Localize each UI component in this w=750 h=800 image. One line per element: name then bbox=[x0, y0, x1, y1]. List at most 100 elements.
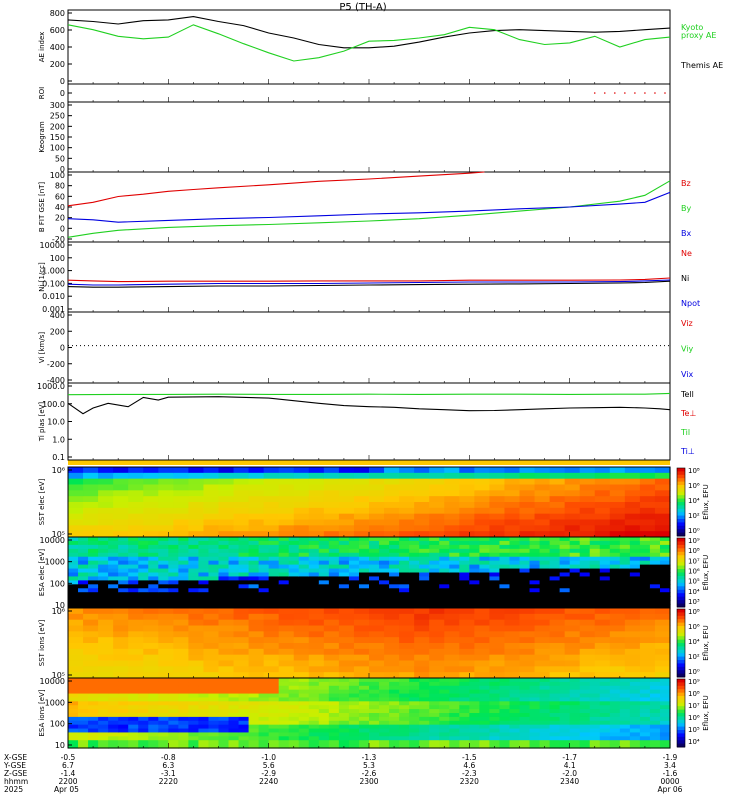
esa-i-cell bbox=[369, 728, 380, 734]
sst-i-cell bbox=[98, 625, 114, 632]
sst-e-cell bbox=[474, 507, 490, 515]
sst-e-cell bbox=[188, 502, 205, 509]
esa-e-cell bbox=[188, 564, 200, 570]
esa-i-cell bbox=[98, 728, 109, 734]
colorbar-cell bbox=[677, 579, 685, 584]
esa-e-cell bbox=[118, 596, 129, 601]
esa-e-cell bbox=[308, 544, 320, 550]
colorbar-cell bbox=[677, 508, 685, 513]
esa-i-cell bbox=[258, 728, 270, 734]
sst-e-cell bbox=[459, 472, 475, 480]
esa-i-cell bbox=[338, 685, 350, 691]
sst-i-cell bbox=[263, 648, 280, 656]
esa-i-cell bbox=[489, 693, 501, 699]
sst-e-cell bbox=[248, 490, 265, 497]
xaxis-row-label: Z-GSE bbox=[4, 769, 28, 778]
esa-i-cell bbox=[238, 678, 250, 683]
sst-i-cell bbox=[98, 648, 114, 656]
sst-e-cell bbox=[83, 502, 99, 509]
sst-i-cell bbox=[594, 625, 611, 632]
esa-i-cell bbox=[629, 736, 641, 741]
sst-e-cell bbox=[338, 496, 355, 503]
esa-e-cell bbox=[649, 540, 661, 546]
esa-i-cell bbox=[419, 744, 430, 749]
esa-e-cell bbox=[479, 568, 490, 574]
roi-point bbox=[634, 92, 636, 94]
sst-e-cell bbox=[263, 472, 280, 480]
esa-e-cell bbox=[218, 596, 230, 601]
sst-e-cell bbox=[143, 467, 159, 474]
sst-i-cell bbox=[278, 619, 295, 627]
esa-e-cell bbox=[639, 537, 651, 542]
sst-i-cell bbox=[369, 631, 385, 638]
esa-e-cell bbox=[439, 552, 450, 558]
esa-e-cell bbox=[78, 564, 89, 570]
sst-i-cell bbox=[233, 654, 250, 662]
esa-i-cell bbox=[549, 701, 561, 706]
esa-i-cell bbox=[288, 713, 300, 718]
sst-e-cell bbox=[549, 513, 566, 521]
sst-i-cell bbox=[384, 654, 400, 662]
esa-e-cell bbox=[238, 604, 250, 609]
esa-e-cell bbox=[108, 537, 119, 542]
esa-i-cell bbox=[659, 697, 671, 702]
esa-i-cell bbox=[318, 705, 330, 710]
sst-e-cell bbox=[218, 513, 235, 521]
sst-e-cell bbox=[579, 490, 596, 497]
sst-i-cell bbox=[504, 654, 521, 662]
esa-i-cell bbox=[268, 681, 280, 687]
esa-i-cell bbox=[499, 724, 511, 730]
sst-i-cell bbox=[308, 660, 325, 667]
sst-i-cell bbox=[83, 660, 99, 667]
sst-i-cell bbox=[68, 619, 84, 627]
sst-i-cell bbox=[444, 608, 460, 615]
sst-i-cell bbox=[263, 654, 280, 662]
esa-i-cell bbox=[639, 701, 651, 706]
esa-e-cell bbox=[619, 584, 631, 589]
esa-e-cell bbox=[489, 592, 501, 597]
esa-e-cell bbox=[88, 560, 99, 566]
sst-e-cell bbox=[414, 502, 430, 509]
esa-i-cell bbox=[328, 689, 340, 695]
esa-i-cell bbox=[659, 744, 671, 749]
esa-i-cell bbox=[248, 740, 260, 745]
esa-e-cell bbox=[369, 604, 380, 609]
esa-e-cell bbox=[238, 556, 250, 562]
esa-e-cell bbox=[559, 537, 571, 542]
esa-i-cell bbox=[409, 701, 420, 706]
esa-i-cell bbox=[539, 728, 551, 734]
esa-e-cell bbox=[579, 588, 591, 593]
sst-i-cell bbox=[233, 631, 250, 638]
esa-e-cell bbox=[288, 564, 300, 570]
colorbar-cell bbox=[677, 491, 685, 496]
esa-e-cell bbox=[98, 596, 109, 601]
keogram-ytick-label: 250 bbox=[50, 112, 65, 121]
esa-e-cell bbox=[399, 564, 410, 570]
sst-e-cell bbox=[113, 478, 129, 486]
esa-i-cell bbox=[168, 681, 179, 687]
esa-e-cell bbox=[328, 540, 340, 546]
sst-e-cell bbox=[83, 467, 99, 474]
esa-e-cell bbox=[288, 537, 300, 542]
esa-e-cell bbox=[338, 564, 350, 570]
esa-e-cell bbox=[68, 600, 79, 605]
sst-e-cell bbox=[68, 525, 84, 532]
esa-e-cell bbox=[358, 592, 370, 597]
esa-e-cell bbox=[308, 560, 320, 566]
esa-e-cell bbox=[379, 592, 390, 597]
sst-i-cell bbox=[218, 666, 235, 673]
velocity-ytick-label: 400 bbox=[50, 311, 65, 320]
esa-e-cell bbox=[298, 568, 310, 574]
esa-i-cell bbox=[208, 720, 220, 726]
esa-e-cell bbox=[429, 537, 440, 542]
esa-e-cell bbox=[278, 552, 290, 558]
sst-e-cell bbox=[414, 490, 430, 497]
esa-i-cell bbox=[599, 732, 611, 737]
esa-e-cell bbox=[108, 548, 119, 554]
esa-i-cell bbox=[409, 724, 420, 730]
esa-i-cell bbox=[328, 713, 340, 718]
esa-e-cell bbox=[519, 560, 531, 566]
sst-i-cell bbox=[429, 608, 445, 615]
sst-e-cell bbox=[308, 502, 325, 509]
esa-e-cell bbox=[248, 572, 260, 578]
